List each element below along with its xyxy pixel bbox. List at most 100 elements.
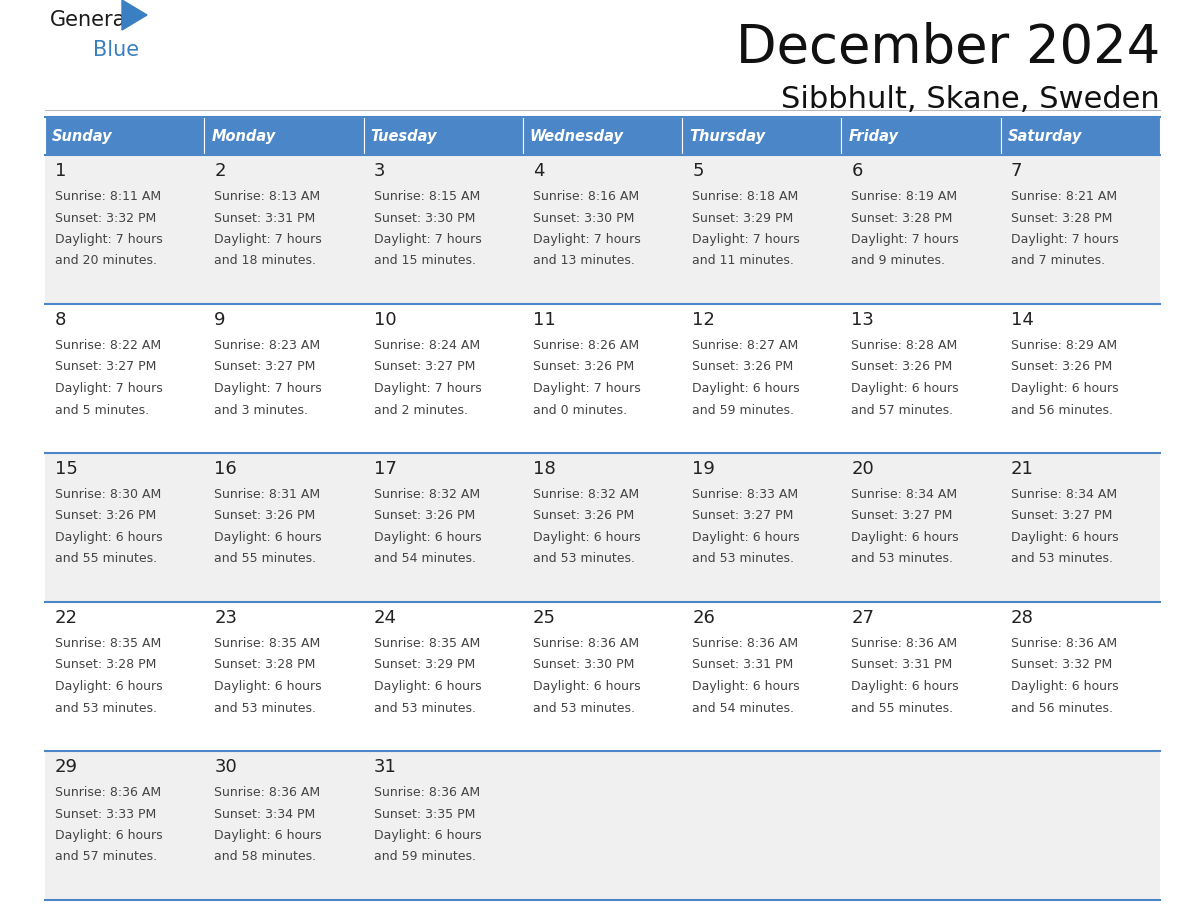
Text: December 2024: December 2024: [735, 22, 1159, 74]
Text: and 18 minutes.: and 18 minutes.: [214, 254, 316, 267]
Text: Sunrise: 8:36 AM: Sunrise: 8:36 AM: [693, 637, 798, 650]
Text: Sunset: 3:31 PM: Sunset: 3:31 PM: [852, 658, 953, 671]
Text: Sunrise: 8:13 AM: Sunrise: 8:13 AM: [214, 190, 321, 203]
Text: Sunset: 3:31 PM: Sunset: 3:31 PM: [693, 658, 794, 671]
Text: 27: 27: [852, 609, 874, 627]
Text: 19: 19: [693, 460, 715, 478]
Text: Sunrise: 8:35 AM: Sunrise: 8:35 AM: [55, 637, 162, 650]
Text: Sunset: 3:27 PM: Sunset: 3:27 PM: [373, 361, 475, 374]
Text: Sunrise: 8:23 AM: Sunrise: 8:23 AM: [214, 339, 321, 352]
Text: Sunset: 3:27 PM: Sunset: 3:27 PM: [214, 361, 316, 374]
Text: and 5 minutes.: and 5 minutes.: [55, 404, 150, 417]
Bar: [45, 304, 1159, 453]
Text: 17: 17: [373, 460, 397, 478]
Text: Daylight: 6 hours: Daylight: 6 hours: [55, 829, 163, 842]
Text: and 55 minutes.: and 55 minutes.: [852, 701, 954, 714]
Text: 4: 4: [533, 162, 544, 180]
Text: and 59 minutes.: and 59 minutes.: [693, 404, 794, 417]
Text: 3: 3: [373, 162, 385, 180]
Text: Daylight: 7 hours: Daylight: 7 hours: [533, 382, 640, 395]
Text: Daylight: 6 hours: Daylight: 6 hours: [214, 829, 322, 842]
Text: Sunset: 3:35 PM: Sunset: 3:35 PM: [373, 808, 475, 821]
Text: Daylight: 6 hours: Daylight: 6 hours: [1011, 382, 1118, 395]
Text: and 54 minutes.: and 54 minutes.: [693, 701, 794, 714]
Text: Sunrise: 8:36 AM: Sunrise: 8:36 AM: [373, 786, 480, 799]
Text: Sunset: 3:28 PM: Sunset: 3:28 PM: [1011, 211, 1112, 225]
Text: Sunrise: 8:11 AM: Sunrise: 8:11 AM: [55, 190, 162, 203]
Text: 11: 11: [533, 311, 556, 329]
Text: Sunrise: 8:33 AM: Sunrise: 8:33 AM: [693, 488, 798, 501]
Text: and 15 minutes.: and 15 minutes.: [373, 254, 475, 267]
Text: Sunrise: 8:32 AM: Sunrise: 8:32 AM: [373, 488, 480, 501]
Text: 13: 13: [852, 311, 874, 329]
Text: Sunrise: 8:35 AM: Sunrise: 8:35 AM: [214, 637, 321, 650]
Text: 15: 15: [55, 460, 78, 478]
Text: Sunrise: 8:30 AM: Sunrise: 8:30 AM: [55, 488, 162, 501]
Text: Daylight: 7 hours: Daylight: 7 hours: [373, 233, 481, 246]
Text: Daylight: 6 hours: Daylight: 6 hours: [373, 531, 481, 544]
Text: Sunrise: 8:34 AM: Sunrise: 8:34 AM: [852, 488, 958, 501]
Text: Daylight: 7 hours: Daylight: 7 hours: [533, 233, 640, 246]
Text: Sunset: 3:29 PM: Sunset: 3:29 PM: [373, 658, 475, 671]
Bar: [45, 453, 1159, 602]
Text: Daylight: 6 hours: Daylight: 6 hours: [852, 382, 959, 395]
Text: and 53 minutes.: and 53 minutes.: [693, 553, 794, 565]
Text: Sunset: 3:34 PM: Sunset: 3:34 PM: [214, 808, 316, 821]
Text: Sunrise: 8:35 AM: Sunrise: 8:35 AM: [373, 637, 480, 650]
Text: Sunrise: 8:24 AM: Sunrise: 8:24 AM: [373, 339, 480, 352]
Text: Sunrise: 8:16 AM: Sunrise: 8:16 AM: [533, 190, 639, 203]
Text: and 11 minutes.: and 11 minutes.: [693, 254, 794, 267]
Text: Sunset: 3:26 PM: Sunset: 3:26 PM: [373, 509, 475, 522]
Text: 30: 30: [214, 758, 238, 776]
Text: Sunset: 3:32 PM: Sunset: 3:32 PM: [55, 211, 157, 225]
Text: Sunset: 3:26 PM: Sunset: 3:26 PM: [55, 509, 157, 522]
Text: Daylight: 7 hours: Daylight: 7 hours: [55, 382, 163, 395]
Text: Sunrise: 8:36 AM: Sunrise: 8:36 AM: [55, 786, 162, 799]
Text: Sunrise: 8:31 AM: Sunrise: 8:31 AM: [214, 488, 321, 501]
Text: 25: 25: [533, 609, 556, 627]
Text: Sunset: 3:26 PM: Sunset: 3:26 PM: [533, 361, 634, 374]
Text: and 57 minutes.: and 57 minutes.: [55, 850, 157, 864]
Text: Sunset: 3:30 PM: Sunset: 3:30 PM: [373, 211, 475, 225]
Text: Daylight: 7 hours: Daylight: 7 hours: [693, 233, 800, 246]
Text: 16: 16: [214, 460, 238, 478]
Text: and 54 minutes.: and 54 minutes.: [373, 553, 475, 565]
Text: Daylight: 6 hours: Daylight: 6 hours: [693, 531, 800, 544]
Text: Sunset: 3:30 PM: Sunset: 3:30 PM: [533, 211, 634, 225]
Text: 9: 9: [214, 311, 226, 329]
Text: Sunrise: 8:36 AM: Sunrise: 8:36 AM: [852, 637, 958, 650]
Text: Sunset: 3:26 PM: Sunset: 3:26 PM: [693, 361, 794, 374]
Text: Sunset: 3:29 PM: Sunset: 3:29 PM: [693, 211, 794, 225]
Text: Daylight: 7 hours: Daylight: 7 hours: [55, 233, 163, 246]
Text: Sibbhult, Skane, Sweden: Sibbhult, Skane, Sweden: [782, 85, 1159, 114]
Bar: [45, 117, 204, 155]
Text: 29: 29: [55, 758, 78, 776]
Text: 23: 23: [214, 609, 238, 627]
Text: Daylight: 7 hours: Daylight: 7 hours: [214, 233, 322, 246]
Text: 28: 28: [1011, 609, 1034, 627]
Text: and 53 minutes.: and 53 minutes.: [55, 701, 157, 714]
Text: Daylight: 6 hours: Daylight: 6 hours: [214, 531, 322, 544]
Text: Daylight: 6 hours: Daylight: 6 hours: [852, 680, 959, 693]
Text: Daylight: 6 hours: Daylight: 6 hours: [373, 680, 481, 693]
Text: Daylight: 6 hours: Daylight: 6 hours: [1011, 680, 1118, 693]
Text: and 56 minutes.: and 56 minutes.: [1011, 404, 1113, 417]
Text: 10: 10: [373, 311, 396, 329]
Text: Sunrise: 8:32 AM: Sunrise: 8:32 AM: [533, 488, 639, 501]
Text: 22: 22: [55, 609, 78, 627]
Text: Friday: Friday: [848, 129, 898, 143]
Text: 18: 18: [533, 460, 556, 478]
Bar: [45, 155, 1159, 304]
Text: 20: 20: [852, 460, 874, 478]
Text: Daylight: 6 hours: Daylight: 6 hours: [693, 382, 800, 395]
Text: Monday: Monday: [211, 129, 276, 143]
Text: Sunset: 3:27 PM: Sunset: 3:27 PM: [1011, 509, 1112, 522]
Text: Sunset: 3:32 PM: Sunset: 3:32 PM: [1011, 658, 1112, 671]
Text: Sunset: 3:28 PM: Sunset: 3:28 PM: [55, 658, 157, 671]
Text: and 56 minutes.: and 56 minutes.: [1011, 701, 1113, 714]
Text: Sunrise: 8:28 AM: Sunrise: 8:28 AM: [852, 339, 958, 352]
Text: 14: 14: [1011, 311, 1034, 329]
Text: Daylight: 7 hours: Daylight: 7 hours: [1011, 233, 1118, 246]
Text: Sunrise: 8:18 AM: Sunrise: 8:18 AM: [693, 190, 798, 203]
Bar: [204, 117, 364, 155]
